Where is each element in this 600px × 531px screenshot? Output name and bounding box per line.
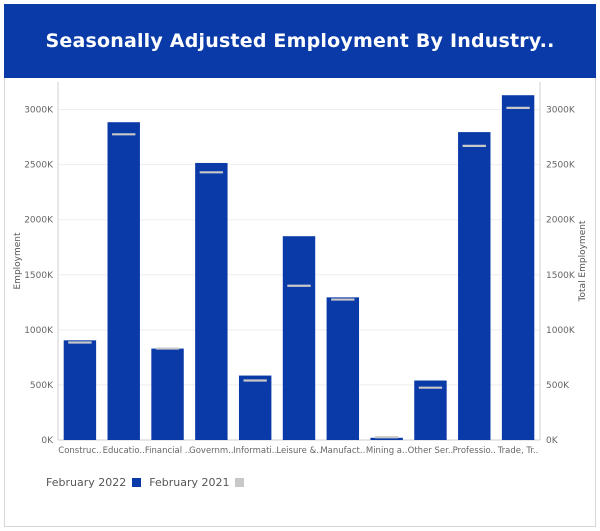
y-tick-label-right: 3000K xyxy=(546,106,576,116)
legend-swatch-february-2022 xyxy=(132,478,142,487)
bar xyxy=(458,132,491,440)
x-tick-label: Other Ser.. xyxy=(408,446,454,456)
x-tick-label: Mining a.. xyxy=(366,446,408,456)
x-tick-label: Informati.. xyxy=(233,446,277,456)
y-tick-label-right: 1000K xyxy=(546,326,576,336)
y-tick-label-right: 500K xyxy=(546,381,570,391)
title-bar: Seasonally Adjusted Employment By Indust… xyxy=(4,4,596,78)
x-tick-label: Leisure &.. xyxy=(276,446,321,456)
legend: February 2022 February 2021 xyxy=(46,476,252,489)
x-tick-label: Trade, Tr.. xyxy=(497,446,539,456)
y-tick-label-left: 500K xyxy=(30,381,54,391)
y-tick-label-left: 0K xyxy=(41,436,54,446)
y-tick-label-right: 2500K xyxy=(546,161,576,171)
bar xyxy=(370,437,403,440)
y-tick-label-left: 1500K xyxy=(24,271,54,281)
bar xyxy=(326,297,360,440)
bar xyxy=(238,375,272,440)
x-tick-label: Governm.. xyxy=(189,446,233,456)
x-tick-label: Professio.. xyxy=(453,446,496,456)
x-tick-label: Financial .. xyxy=(145,446,190,456)
x-tick-label: Construc.. xyxy=(58,446,101,456)
legend-label-february-2021: February 2021 xyxy=(149,476,230,489)
y-tick-label-left: 2000K xyxy=(24,216,54,226)
bar xyxy=(63,340,97,440)
y-axis-title-left: Employment xyxy=(13,232,23,290)
legend-item-february-2022[interactable]: February 2022 xyxy=(46,476,142,489)
y-axis-title-right: Total Employment xyxy=(578,220,588,302)
y-tick-label-right: 0K xyxy=(546,436,559,446)
legend-item-february-2021[interactable]: February 2021 xyxy=(149,476,245,489)
y-tick-label-right: 1500K xyxy=(546,271,576,281)
x-tick-label: Educatio.. xyxy=(103,446,145,456)
bar xyxy=(282,236,316,440)
y-tick-label-right: 2000K xyxy=(546,216,576,226)
legend-swatch-february-2021 xyxy=(235,478,245,487)
x-tick-label: Manufact.. xyxy=(320,446,365,456)
chart-title: Seasonally Adjusted Employment By Indust… xyxy=(45,30,555,52)
bar xyxy=(151,348,184,440)
y-tick-label-left: 3000K xyxy=(24,106,54,116)
y-tick-label-left: 2500K xyxy=(24,161,54,171)
bar xyxy=(195,162,228,440)
bar xyxy=(107,122,140,441)
bar xyxy=(414,380,447,440)
legend-label-february-2022: February 2022 xyxy=(46,476,127,489)
bar xyxy=(501,95,535,441)
y-tick-label-left: 1000K xyxy=(24,326,54,336)
